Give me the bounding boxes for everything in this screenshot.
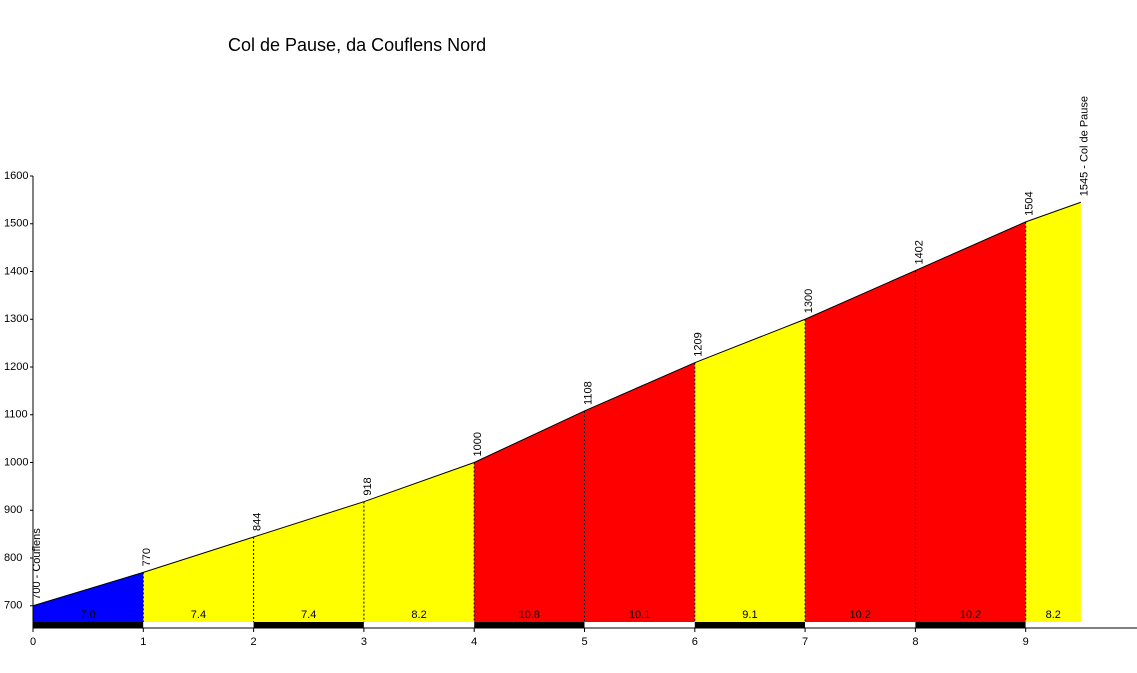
y-tick-label: 1100 [4,409,28,421]
gradient-label: 7.4 [191,609,206,621]
x-tick-label: 4 [471,636,477,648]
gradient-label: 7.4 [301,609,316,621]
y-tick-label: 1500 [4,218,28,230]
gradient-label: 10.1 [629,609,650,621]
y-tick-label: 1400 [4,265,28,277]
gradient-label: 10.2 [960,609,981,621]
y-tick-label: 1000 [4,456,28,468]
x-tick-label: 2 [251,636,257,648]
gradient-segment [143,537,254,622]
y-tick-label: 1600 [4,170,28,182]
x-tick-label: 1 [140,636,146,648]
elevation-label: 918 [362,477,374,495]
km-strip [363,622,475,628]
gradient-label: 10.8 [519,609,540,621]
elevation-label: 1108 [582,381,594,405]
gradient-segment [253,501,364,622]
elevation-label: 700 - Couflens [31,528,43,600]
elevation-label: 1545 - Col de Pause [1079,96,1091,196]
y-tick-label: 800 [4,552,22,564]
gradient-segment [805,270,916,622]
x-tick-label: 7 [802,636,808,648]
x-tick-label: 6 [692,636,698,648]
gradient-segment [584,362,695,622]
x-tick-label: 8 [912,636,918,648]
elevation-label: 1402 [913,240,925,264]
profile-line [32,201,1082,607]
gradient-segment [363,462,475,622]
gradient-segment [474,410,585,622]
gradient-segment [694,319,806,622]
elevation-label: 770 [141,548,153,566]
elevation-label: 1300 [803,289,815,313]
gradient-label: 7.0 [81,609,96,621]
elevation-label: 1504 [1024,191,1036,215]
elevation-label: 1209 [693,332,705,356]
km-strip [474,622,585,628]
y-tick-label: 900 [4,504,22,516]
gradient-segment [1025,202,1081,623]
gradient-segment [915,221,1026,622]
km-strip [915,622,1026,628]
gradient-label: 10.2 [850,609,871,621]
x-tick-label: 0 [30,636,36,648]
km-strip [33,622,144,628]
gradient-label: 8.2 [411,609,426,621]
elevation-label: 1000 [472,432,484,456]
x-tick-label: 3 [361,636,367,648]
x-tick-label: 5 [581,636,587,648]
chart-title: Col de Pause, da Couflens Nord [228,35,486,55]
km-strip [805,622,916,628]
km-strip [694,622,806,628]
elevation-label: 844 [252,513,264,531]
y-tick-label: 1300 [4,313,28,325]
km-strip [253,622,364,628]
km-strip [1025,622,1081,628]
gradient-segment [33,572,144,622]
x-tick-label: 9 [1023,636,1029,648]
gradient-label: 9.1 [742,609,757,621]
y-tick-label: 700 [4,600,22,612]
km-strip [584,622,695,628]
gradient-label: 8.2 [1046,609,1061,621]
km-strip [143,622,254,628]
y-tick-label: 1200 [4,361,28,373]
